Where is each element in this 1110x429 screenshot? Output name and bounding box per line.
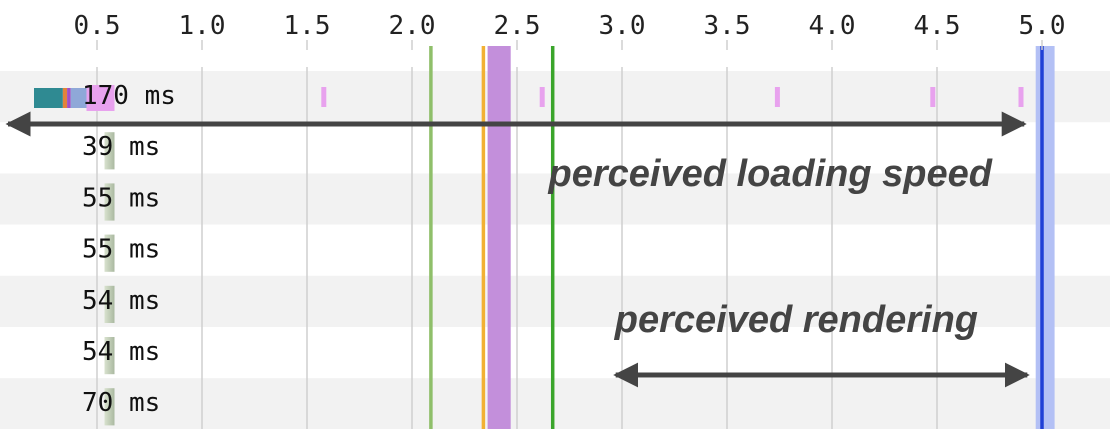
- js-execution-tick: [774, 87, 780, 107]
- js-execution-tick: [539, 87, 545, 107]
- request-bar: [104, 234, 115, 272]
- request-bar-phase: [70, 88, 87, 108]
- request-bar-phase: [62, 88, 68, 108]
- x-tick-label: 2.5: [494, 11, 541, 41]
- x-tick-label: 3.5: [704, 11, 751, 41]
- event-band: [1035, 46, 1055, 429]
- js-execution-tick: [930, 87, 936, 107]
- request-bar-download: [86, 85, 115, 111]
- event-band: [487, 46, 511, 429]
- request-bar: [104, 285, 115, 323]
- x-tick-label: 1.5: [284, 11, 331, 41]
- x-tick-label: 4.5: [914, 11, 961, 41]
- x-tick-label: 1.0: [179, 11, 226, 41]
- x-tick-label: 5.0: [1019, 11, 1066, 41]
- request-duration-label: 55 ms: [82, 235, 160, 265]
- request-bar: [104, 388, 115, 426]
- row-background: [0, 378, 1110, 429]
- request-bar-phase: [67, 88, 71, 108]
- request-duration-label: 54 ms: [82, 286, 160, 316]
- x-tick-label: 4.0: [809, 11, 856, 41]
- request-bar-phase: [34, 88, 63, 108]
- request-duration-label: 170 ms: [82, 81, 176, 111]
- row-background: [0, 275, 1110, 327]
- loading-speed-annotation: perceived loading speed: [548, 153, 993, 195]
- request-duration-label: 70 ms: [82, 388, 160, 418]
- x-tick-label: 3.0: [599, 11, 646, 41]
- rendering-annotation: perceived rendering: [614, 299, 978, 341]
- request-duration-label: 55 ms: [82, 183, 160, 213]
- x-tick-label: 2.0: [389, 11, 436, 41]
- request-duration-label: 54 ms: [82, 337, 160, 367]
- js-execution-tick: [1018, 87, 1024, 107]
- request-bar: [104, 132, 115, 170]
- js-execution-tick: [321, 87, 327, 107]
- request-bar: [104, 337, 115, 375]
- x-tick-label: 0.5: [74, 11, 121, 41]
- row-background: [0, 173, 1110, 225]
- request-bar: [104, 183, 115, 221]
- request-duration-label: 39 ms: [82, 132, 160, 162]
